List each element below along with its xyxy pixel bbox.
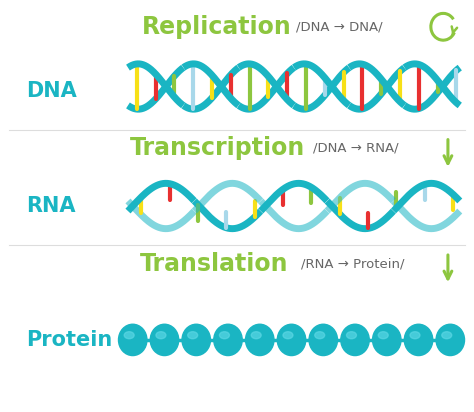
Ellipse shape xyxy=(156,332,166,339)
Ellipse shape xyxy=(182,324,210,356)
Ellipse shape xyxy=(373,324,401,356)
Text: /RNA → Protein/: /RNA → Protein/ xyxy=(301,257,404,270)
Ellipse shape xyxy=(309,324,337,356)
Ellipse shape xyxy=(150,324,179,356)
Text: /DNA → DNA/: /DNA → DNA/ xyxy=(296,20,383,33)
Ellipse shape xyxy=(315,332,325,339)
Ellipse shape xyxy=(436,324,465,356)
Text: Protein: Protein xyxy=(26,330,112,350)
Text: Replication: Replication xyxy=(142,15,292,39)
Ellipse shape xyxy=(346,332,356,339)
Text: RNA: RNA xyxy=(26,196,75,216)
Ellipse shape xyxy=(283,332,293,339)
Ellipse shape xyxy=(442,332,452,339)
Ellipse shape xyxy=(341,324,369,356)
Ellipse shape xyxy=(410,332,420,339)
Text: /DNA → RNA/: /DNA → RNA/ xyxy=(313,142,399,155)
Text: Transcription: Transcription xyxy=(130,136,306,160)
Ellipse shape xyxy=(404,324,433,356)
Ellipse shape xyxy=(378,332,388,339)
Ellipse shape xyxy=(251,332,261,339)
Ellipse shape xyxy=(124,332,134,339)
Ellipse shape xyxy=(277,324,306,356)
Ellipse shape xyxy=(188,332,198,339)
Ellipse shape xyxy=(214,324,242,356)
Ellipse shape xyxy=(219,332,229,339)
Text: Translation: Translation xyxy=(140,252,288,276)
Ellipse shape xyxy=(118,324,147,356)
Text: DNA: DNA xyxy=(26,81,77,101)
Ellipse shape xyxy=(246,324,274,356)
